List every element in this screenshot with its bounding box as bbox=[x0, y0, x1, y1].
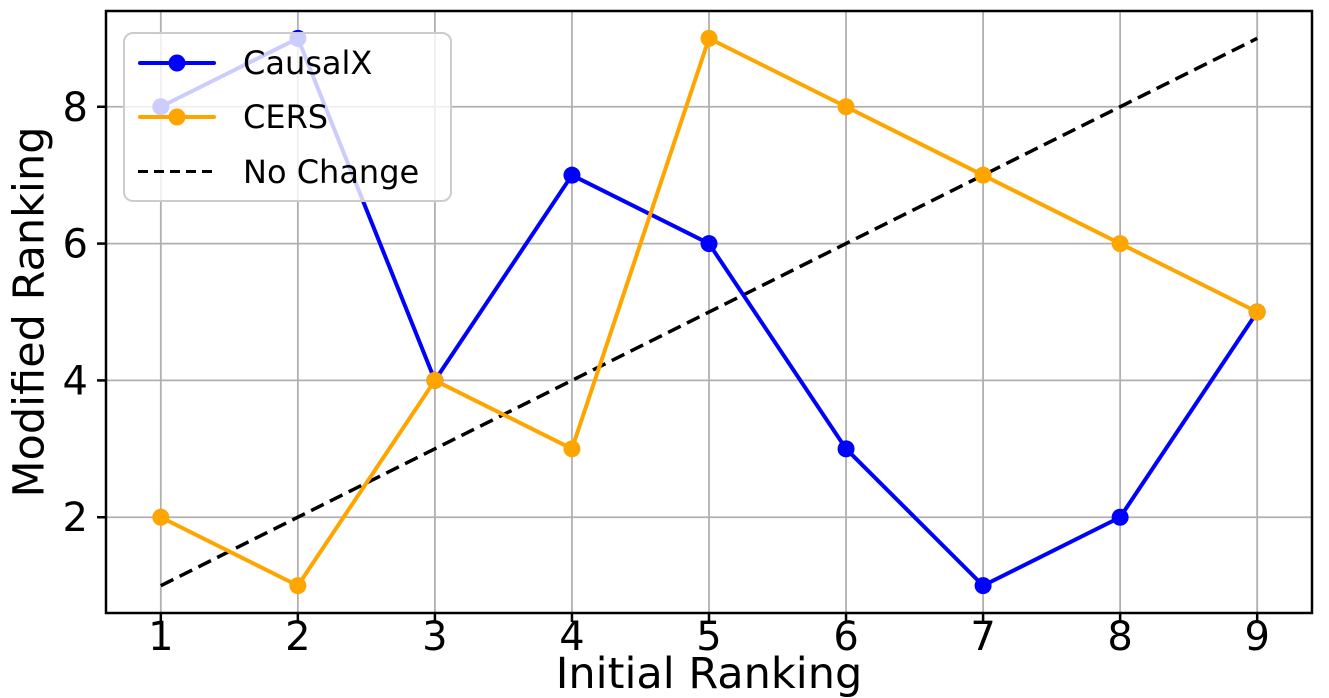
legend-sample-cers bbox=[138, 107, 216, 127]
y-tick-label: 4 bbox=[63, 358, 88, 404]
y-tick-label: 8 bbox=[63, 85, 88, 131]
data-point-cers bbox=[426, 371, 444, 389]
legend-item-cers: CERS bbox=[138, 91, 450, 143]
legend-dashed-line bbox=[138, 169, 216, 174]
legend-sample-no-change bbox=[138, 162, 216, 182]
data-point-cers bbox=[837, 98, 855, 116]
legend: CausalX CERS No Change bbox=[123, 32, 452, 202]
legend-sample-causalx bbox=[138, 53, 216, 73]
data-point-causalx bbox=[974, 577, 992, 595]
x-tick-label: 4 bbox=[559, 614, 584, 660]
y-axis-label: Modified Ranking bbox=[4, 126, 55, 498]
legend-marker-dot bbox=[168, 108, 186, 126]
data-point-causalx bbox=[1111, 508, 1129, 526]
legend-label-cers: CERS bbox=[243, 98, 329, 136]
x-tick-label: 1 bbox=[148, 614, 173, 660]
data-point-causalx bbox=[563, 166, 581, 184]
series-line-no-change bbox=[160, 36, 1258, 588]
x-tick-label: 3 bbox=[422, 614, 447, 660]
data-point-cers bbox=[1111, 235, 1129, 253]
x-axis-label: Initial Ranking bbox=[555, 649, 863, 698]
x-tick-label: 2 bbox=[285, 614, 310, 660]
legend-item-no-change: No Change bbox=[138, 146, 450, 198]
x-tick-label: 7 bbox=[970, 614, 995, 660]
y-tick-label: 2 bbox=[63, 495, 88, 541]
data-point-cers bbox=[700, 29, 718, 47]
y-tick-label: 6 bbox=[63, 222, 88, 268]
data-point-cers bbox=[1248, 303, 1266, 321]
legend-label-no-change: No Change bbox=[243, 152, 420, 191]
legend-label-causalx: CausalX bbox=[243, 43, 373, 82]
x-tick-label: 9 bbox=[1244, 614, 1269, 660]
x-tick-label: 5 bbox=[696, 614, 721, 660]
data-point-cers bbox=[974, 166, 992, 184]
legend-marker-dot bbox=[168, 54, 186, 71]
x-tick-label: 8 bbox=[1107, 614, 1132, 660]
data-point-causalx bbox=[837, 440, 855, 458]
legend-item-causalx: CausalX bbox=[138, 37, 450, 89]
data-point-cers bbox=[289, 577, 307, 595]
data-point-causalx bbox=[700, 235, 718, 253]
x-tick-label: 6 bbox=[833, 614, 858, 660]
data-point-cers bbox=[152, 508, 170, 526]
data-point-cers bbox=[563, 440, 581, 458]
